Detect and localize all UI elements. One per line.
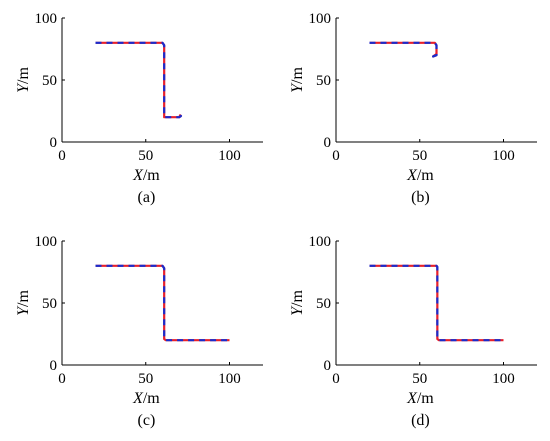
y-tick-label: 50 <box>316 296 331 312</box>
x-axis-label: X/m <box>132 167 160 184</box>
y-axis-label-var: Y <box>289 305 306 316</box>
y-tick-label: 100 <box>35 234 58 250</box>
y-axis-label: Y/m <box>15 67 32 93</box>
subplot-caption: (b) <box>411 189 430 206</box>
y-tick-label: 50 <box>42 73 57 89</box>
y-tick-label: 100 <box>35 11 58 27</box>
x-tick-label: 100 <box>218 148 241 164</box>
y-tick-label: 0 <box>324 135 332 151</box>
x-tick-label: 100 <box>492 371 515 387</box>
series-line-2 <box>95 41 183 119</box>
y-axis-label-unit: /m <box>289 67 306 84</box>
y-tick-label: 100 <box>309 234 332 250</box>
x-tick-label: 50 <box>138 148 153 164</box>
y-axis-label-unit: /m <box>15 67 32 84</box>
x-tick-label: 50 <box>412 371 427 387</box>
y-axis-label: Y/m <box>289 67 306 93</box>
y-tick-label: 50 <box>42 296 57 312</box>
x-axis-label-unit: /m <box>143 390 160 407</box>
y-axis-label-unit: /m <box>15 290 32 307</box>
x-axis-label-unit: /m <box>417 167 434 184</box>
y-axis-label: Y/m <box>15 290 32 316</box>
series-line-2 <box>369 264 504 342</box>
y-axis-label: Y/m <box>289 290 306 316</box>
y-tick-label: 0 <box>324 358 332 374</box>
series-line-1 <box>369 41 438 58</box>
y-axis-label-unit: /m <box>289 290 306 307</box>
subplot-caption: (c) <box>138 412 156 429</box>
y-tick-label: 0 <box>50 135 58 151</box>
y-axis-label-var: Y <box>15 82 32 93</box>
y-tick-label: 0 <box>50 358 58 374</box>
subplot-caption: (a) <box>138 189 156 206</box>
x-tick-label: 50 <box>138 371 153 387</box>
x-tick-label: 50 <box>412 148 427 164</box>
y-axis-label-var: Y <box>15 305 32 316</box>
x-tick-label: 100 <box>218 371 241 387</box>
subplot-caption: (d) <box>411 412 430 429</box>
x-tick-label: 0 <box>58 148 66 164</box>
x-tick-label: 100 <box>492 148 515 164</box>
series-line-2 <box>95 264 230 342</box>
x-tick-label: 0 <box>332 148 340 164</box>
y-axis-label-var: Y <box>289 82 306 93</box>
x-tick-label: 0 <box>58 371 66 387</box>
x-axis-label: X/m <box>132 390 160 407</box>
x-axis-label-var: X <box>406 167 418 184</box>
x-axis-label-var: X <box>132 167 144 184</box>
x-axis-label-unit: /m <box>417 390 434 407</box>
series-line-1 <box>95 264 230 342</box>
series-line-2 <box>369 41 438 58</box>
x-axis-label-var: X <box>406 390 418 407</box>
y-tick-label: 100 <box>309 11 332 27</box>
x-axis-label: X/m <box>406 390 434 407</box>
x-tick-label: 0 <box>332 371 340 387</box>
series-line-1 <box>95 41 183 119</box>
x-axis-label-var: X <box>132 390 144 407</box>
x-axis-label-unit: /m <box>143 167 160 184</box>
y-tick-label: 50 <box>316 73 331 89</box>
x-axis-label: X/m <box>406 167 434 184</box>
